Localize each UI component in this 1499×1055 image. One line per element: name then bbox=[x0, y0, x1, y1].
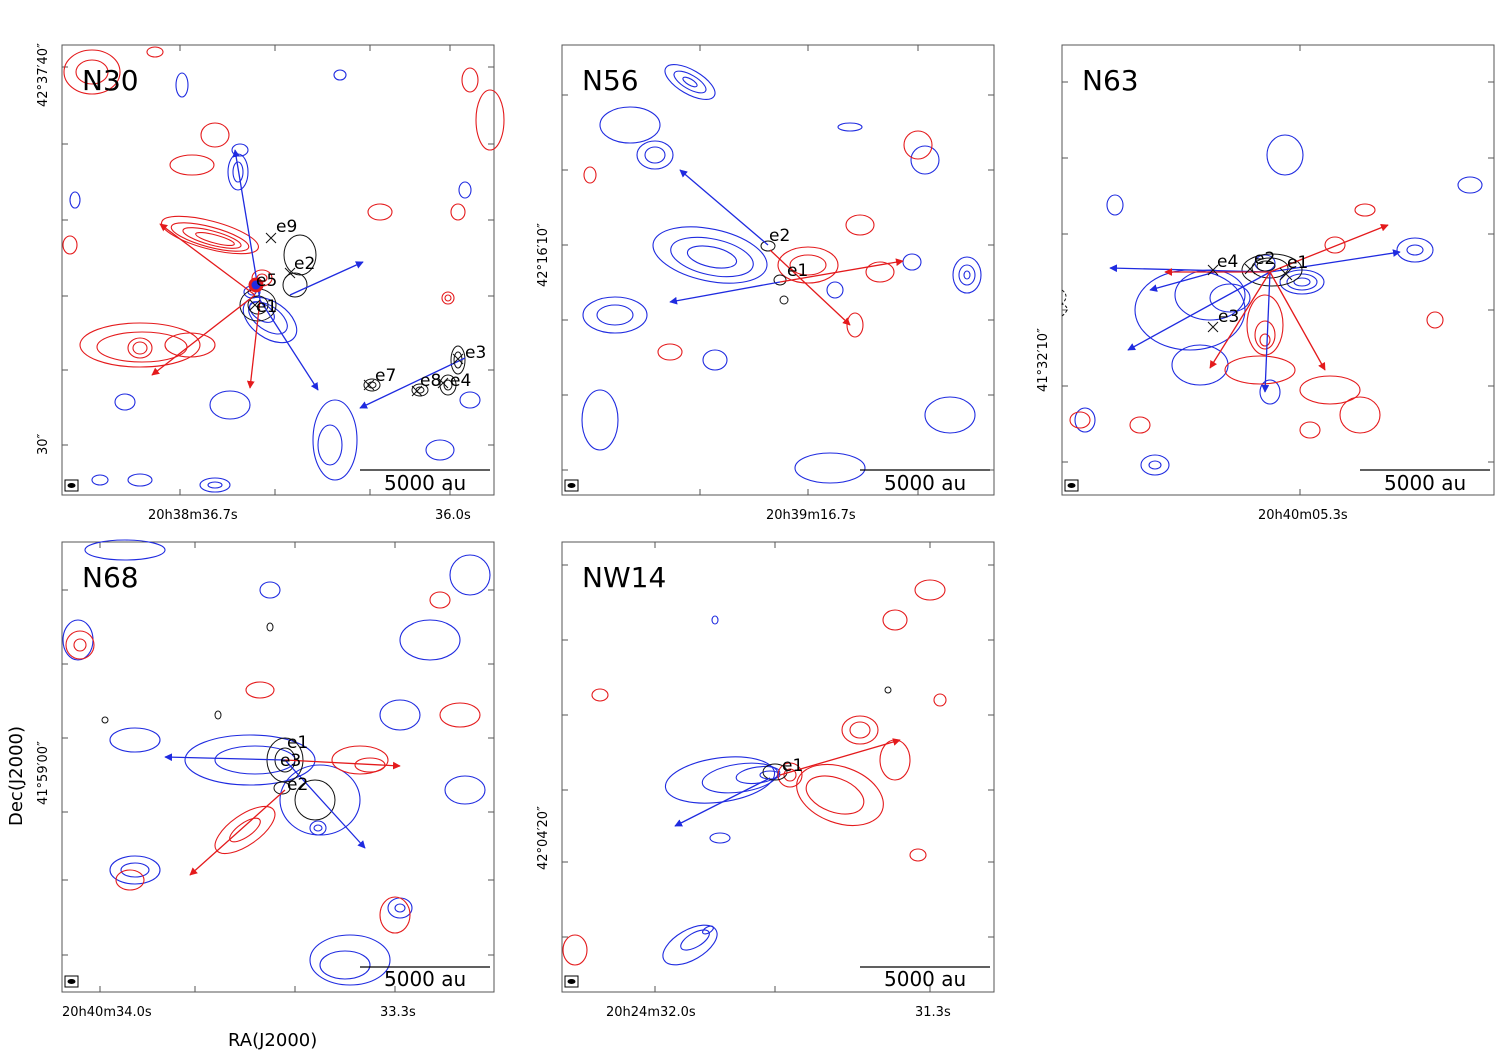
n30-core-markers bbox=[249, 232, 464, 397]
x-axis-label: RA(J2000) bbox=[228, 1030, 317, 1051]
n56-outflow-arrows bbox=[669, 169, 904, 326]
nw14-scalebar-label: 5000 au bbox=[884, 967, 966, 991]
n68-beam-box bbox=[64, 975, 79, 988]
core-label-e2: e2 bbox=[769, 226, 790, 246]
core-label-e8: e8 bbox=[420, 371, 441, 391]
n68-redshifted-contours bbox=[65, 591, 481, 934]
nw14-beam-box bbox=[564, 975, 579, 988]
n30-ra-tick-1: 20h38m36.7s bbox=[148, 508, 238, 523]
n63-scalebar-label: 5000 au bbox=[1384, 471, 1466, 495]
n30-outflow-arrows bbox=[151, 149, 466, 409]
n68-blueshifted-contours bbox=[62, 539, 491, 986]
nw14-beam-ellipse bbox=[567, 979, 576, 984]
n30-dec-tick-bottom: 30″ bbox=[36, 433, 51, 455]
panel-n63: e4 e2 e1 e3 N63 5000 au 20h40m05.3s 41°3… bbox=[1036, 44, 1495, 523]
core-label-e3: e3 bbox=[465, 343, 486, 363]
n30-continuum-contours bbox=[239, 234, 466, 397]
core-label-e4: e4 bbox=[1217, 252, 1238, 272]
panel-n56: e2 e1 N56 5000 au 20h39m16.7s 42°16′10″ bbox=[536, 44, 995, 523]
n56-beam-box bbox=[564, 479, 579, 492]
core-label-e1: e1 bbox=[256, 297, 277, 317]
y-axis-label: Dec(J2000) bbox=[6, 726, 27, 826]
n68-dec-tick: 41°59′00″ bbox=[36, 741, 51, 805]
n30-redshifted-contours bbox=[62, 46, 505, 368]
n68-ra-tick-1: 20h40m34.0s bbox=[62, 1005, 152, 1020]
n30-ra-tick-2: 36.0s bbox=[435, 508, 471, 523]
core-label-e2: e2 bbox=[1254, 249, 1275, 269]
nw14-redshifted-contours bbox=[562, 579, 947, 966]
core-label-e3: e3 bbox=[1218, 307, 1239, 327]
core-label-e9: e9 bbox=[276, 217, 297, 237]
n56-blueshifted-contours bbox=[581, 64, 982, 484]
n63-dec-tick: 41°32′10″ bbox=[1036, 328, 1051, 392]
core-label-e1: e1 bbox=[1287, 253, 1308, 273]
n63-core-markers bbox=[1207, 263, 1293, 333]
n63-beam-box bbox=[1064, 479, 1079, 492]
panel-title-nw14: NW14 bbox=[582, 561, 666, 594]
n30-dec-tick-top: 42°37′40″ bbox=[36, 43, 51, 107]
n30-beam-box bbox=[64, 479, 79, 492]
panel-title-n56: N56 bbox=[582, 64, 639, 97]
panel-title-n63: N63 bbox=[1082, 64, 1139, 97]
core-label-e2: e2 bbox=[287, 775, 308, 795]
n56-redshifted-contours bbox=[583, 130, 933, 361]
core-label-e1: e1 bbox=[287, 733, 308, 753]
panel-title-n68: N68 bbox=[82, 561, 139, 594]
core-label-e4: e4 bbox=[450, 371, 471, 391]
n30-e5-marker bbox=[248, 277, 264, 293]
n63-ra-tick: 20h40m05.3s bbox=[1258, 508, 1348, 523]
n56-continuum-contours bbox=[760, 240, 789, 305]
n56-scalebar-label: 5000 au bbox=[884, 471, 966, 495]
panel-n68: e1 e3 e2 N68 5000 au 20h40m34.0s 33.3s 4… bbox=[36, 539, 495, 1020]
n63-beam-ellipse bbox=[1067, 483, 1076, 488]
n30-beam-ellipse bbox=[67, 483, 76, 488]
panel-title-n30: N30 bbox=[82, 64, 139, 97]
n63-redshifted-contours bbox=[1069, 203, 1444, 439]
nw14-outflow-arrows bbox=[674, 738, 901, 827]
n68-continuum-contours bbox=[101, 622, 336, 821]
panel-nw14: e1 NW14 5000 au 20h24m32.0s 31.3s 42°04′… bbox=[536, 541, 995, 1020]
panel-n30: e9 e2 e5 e1 e3 e7 e8 e4 N30 5000 au 20h3… bbox=[36, 43, 505, 523]
core-label-e7: e7 bbox=[375, 366, 396, 386]
core-label-e1: e1 bbox=[787, 261, 808, 281]
n30-blueshifted-contours bbox=[69, 69, 481, 493]
core-label-e2: e2 bbox=[294, 254, 315, 274]
n56-beam-ellipse bbox=[567, 483, 576, 488]
n56-ra-tick: 20h39m16.7s bbox=[766, 508, 856, 523]
core-label-e1: e1 bbox=[782, 756, 803, 776]
nw14-ra-tick-2: 31.3s bbox=[915, 1005, 951, 1020]
nw14-ra-tick-1: 20h24m32.0s bbox=[606, 1005, 696, 1020]
nw14-continuum-contours bbox=[762, 686, 892, 781]
n68-scalebar-label: 5000 au bbox=[384, 967, 466, 991]
n56-dec-tick: 42°16′10″ bbox=[536, 223, 551, 287]
n68-beam-ellipse bbox=[67, 979, 76, 984]
n68-outflow-arrows bbox=[164, 753, 401, 876]
nw14-dec-tick: 42°04′20″ bbox=[536, 806, 551, 870]
core-label-e5: e5 bbox=[256, 271, 277, 291]
n68-ra-tick-2: 33.3s bbox=[380, 1005, 416, 1020]
core-label-e3: e3 bbox=[280, 751, 301, 771]
n30-scalebar-label: 5000 au bbox=[384, 471, 466, 495]
